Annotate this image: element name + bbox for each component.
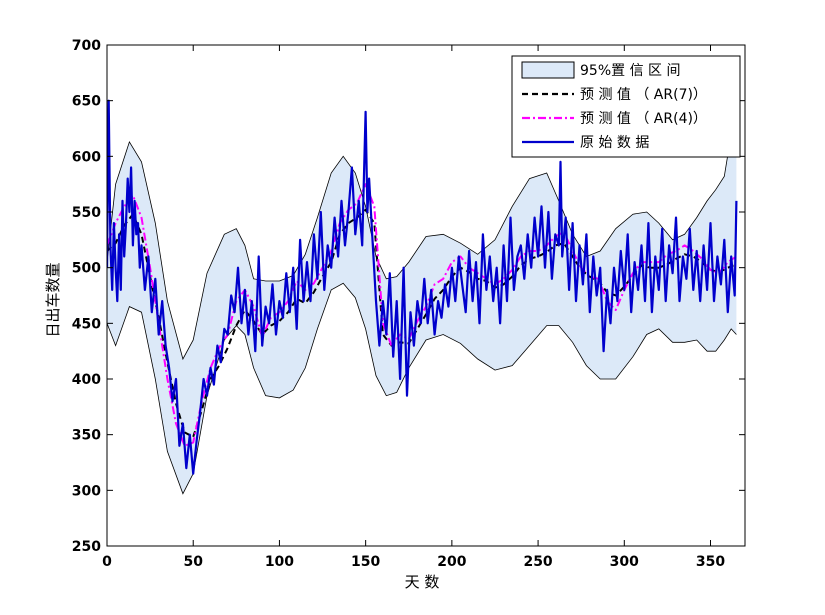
x-tick-label: 300 xyxy=(610,554,639,570)
x-tick-label: 350 xyxy=(696,554,725,570)
series-line-3 xyxy=(107,99,738,475)
y-tick-label: 400 xyxy=(72,372,101,388)
x-tick-label: 150 xyxy=(351,554,380,570)
axis-layer: 0 50 100 150 200 250 300 350 250 300 350 400 450 500 5… xyxy=(72,38,745,570)
legend-swatch-patch xyxy=(521,61,575,79)
axes-frame xyxy=(106,44,746,547)
x-axis-label: 天 数 xyxy=(405,573,440,591)
confidence-band-lower xyxy=(107,282,737,495)
y-tick-label: 250 xyxy=(72,539,101,555)
legend-label: 原 始 数 据 xyxy=(580,135,649,151)
legend-label: 95%置 信 区 间 xyxy=(580,63,680,79)
y-tick-label: 500 xyxy=(72,261,101,277)
y-tick-label: 350 xyxy=(72,428,101,444)
y-tick-label: 650 xyxy=(72,94,101,110)
y-tick-label: 300 xyxy=(72,483,101,499)
legend-label: 预 测 值 （ AR(7)） xyxy=(580,87,707,103)
plot-layer xyxy=(107,99,738,495)
y-axis-label: 日出车数量 xyxy=(44,262,62,337)
x-tick-label: 50 xyxy=(183,554,203,570)
confidence-band-fill xyxy=(107,100,737,494)
x-tick-label: 250 xyxy=(523,554,552,570)
y-tick-label: 450 xyxy=(72,316,101,332)
legend: 95%置 信 区 间预 测 值 （ AR(7)） 预 测 值 （ AR(4)） 原 … xyxy=(511,55,741,158)
y-tick-label: 600 xyxy=(72,149,101,165)
x-tick-label: 0 xyxy=(102,554,112,570)
y-tick-label: 550 xyxy=(72,205,101,221)
legend-label: 预 测 值 （ AR(4)） xyxy=(580,111,707,127)
y-tick-label: 700 xyxy=(72,38,101,54)
x-tick-label: 200 xyxy=(437,554,466,570)
x-tick-label: 100 xyxy=(265,554,294,570)
